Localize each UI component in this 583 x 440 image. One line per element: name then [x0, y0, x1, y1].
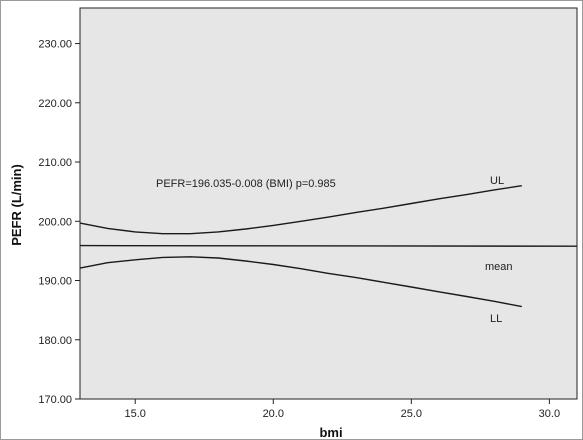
x-tick-label: 25.0 — [401, 408, 422, 420]
x-tick-label: 20.0 — [263, 408, 284, 420]
y-tick-label: 210.00 — [38, 157, 72, 169]
y-tick-label: 180.00 — [38, 335, 72, 347]
x-tick-label: 30.0 — [539, 408, 560, 420]
series-line-ll — [79, 256, 522, 308]
y-tick-label: 220.00 — [38, 98, 72, 110]
y-tick-label: 170.00 — [38, 394, 72, 406]
series-layer — [79, 185, 578, 308]
plot-area — [79, 7, 578, 400]
series-line-ul — [79, 185, 522, 235]
series-line-mean — [79, 244, 578, 247]
series-label-ll: LL — [490, 313, 502, 325]
y-axis: 170.00 180.00 190.00 200.00 210.00 220.00 230.… — [38, 39, 80, 406]
y-tick-label: 190.00 — [38, 276, 72, 288]
x-axis-title: bmi — [319, 425, 342, 440]
y-tick-label: 200.00 — [38, 216, 72, 228]
x-axis: 15.0 20.0 25.0 30.0 — [125, 399, 560, 420]
regression-annotation: PEFR=196.035-0.008 (BMI) p=0.985 — [156, 178, 336, 190]
series-label-mean: mean — [485, 261, 513, 273]
y-tick-label: 230.00 — [38, 39, 72, 51]
x-tick-label: 15.0 — [125, 408, 146, 420]
y-axis-title: PEFR (L/min) — [9, 164, 24, 246]
series-label-ul: UL — [490, 175, 504, 187]
